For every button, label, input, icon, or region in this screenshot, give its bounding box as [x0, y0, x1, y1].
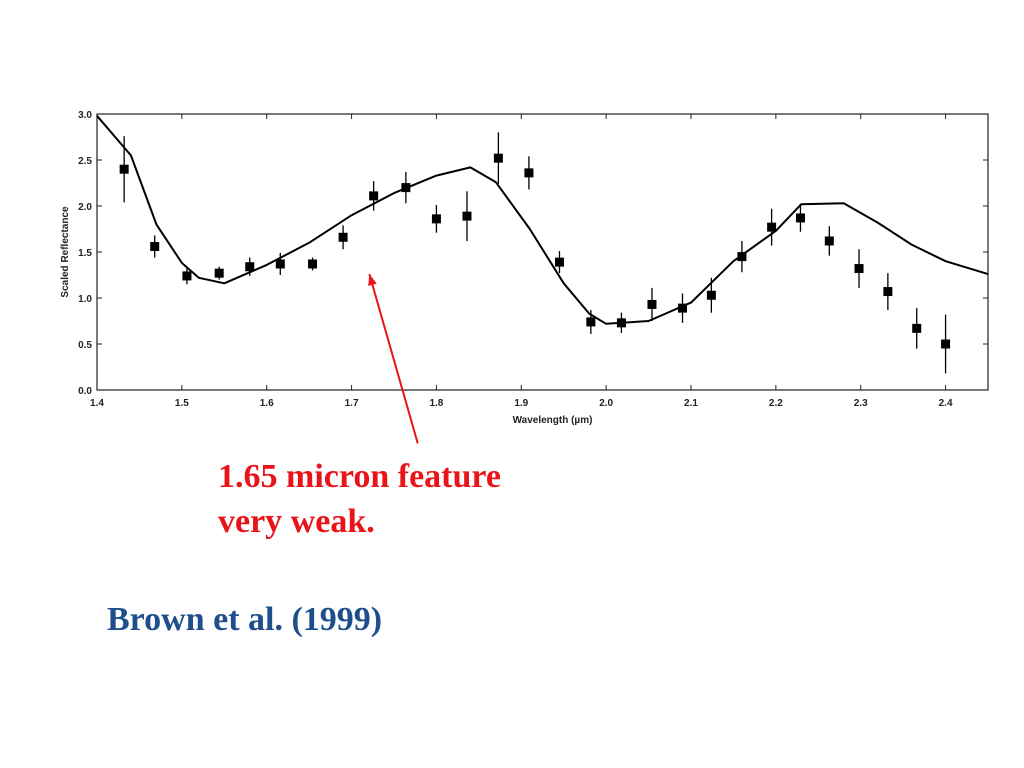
- point-marker: [245, 262, 255, 272]
- data-point: [854, 249, 864, 288]
- data-point: [214, 266, 224, 280]
- point-marker: [883, 287, 893, 297]
- point-marker: [678, 303, 688, 313]
- x-tick-label: 1.5: [175, 398, 189, 409]
- y-tick-label: 1.5: [78, 248, 92, 259]
- point-marker: [119, 164, 129, 174]
- y-tick-label: 1.0: [78, 294, 92, 305]
- point-marker: [431, 214, 441, 224]
- data-point: [431, 205, 441, 233]
- citation: Brown et al. (1999): [107, 601, 383, 638]
- model-line: [96, 115, 989, 325]
- x-tick-label: 1.7: [345, 398, 359, 409]
- x-tick-label: 2.3: [854, 398, 868, 409]
- annotation-arrow-head: [368, 274, 377, 287]
- point-marker: [401, 183, 411, 193]
- data-point: [462, 191, 472, 241]
- y-tick-label: 0.0: [78, 386, 92, 397]
- model-line-layer: [96, 115, 989, 325]
- point-marker: [182, 271, 192, 281]
- point-marker: [737, 252, 747, 262]
- chart-axes: 1.4 1.5 1.6 1.7 1.8 1.9 2.0 2.1 2.2 2.3 2.4 0.0 0.5 1…: [60, 110, 989, 426]
- point-marker: [586, 317, 596, 327]
- x-tick-label: 2.1: [684, 398, 698, 409]
- x-axis-label: Wavelength (µm): [513, 415, 593, 426]
- data-point: [647, 287, 657, 321]
- data-point: [554, 251, 564, 274]
- reflectance-chart: 1.4 1.5 1.6 1.7 1.8 1.9 2.0 2.1 2.2 2.3 2.4 0.0 0.5 1…: [60, 110, 989, 444]
- point-marker: [554, 257, 564, 267]
- point-marker: [647, 299, 657, 309]
- data-point: [941, 314, 951, 374]
- x-tick-label: 1.6: [260, 398, 274, 409]
- data-point: [824, 226, 834, 256]
- annotation-text: 1.65 micron feature very weak.: [218, 454, 578, 544]
- point-marker: [369, 191, 379, 201]
- point-marker: [616, 318, 626, 328]
- point-marker: [854, 264, 864, 274]
- point-marker: [824, 236, 834, 246]
- data-point: [767, 208, 777, 246]
- x-tick-label: 1.4: [90, 398, 104, 409]
- data-point: [338, 225, 348, 250]
- data-point: [706, 277, 716, 313]
- point-marker: [524, 168, 534, 178]
- annotation-line-2: very weak.: [218, 503, 375, 540]
- data-point: [369, 181, 379, 211]
- y-axis-label: Scaled Reflectance: [60, 206, 71, 298]
- data-point: [308, 257, 318, 271]
- data-point: [883, 273, 893, 310]
- x-tick-label: 1.9: [514, 398, 528, 409]
- plot-frame: [96, 113, 989, 391]
- data-point: [737, 240, 747, 273]
- x-tick-label: 2.4: [939, 398, 953, 409]
- point-marker: [493, 153, 503, 163]
- data-point: [245, 257, 255, 276]
- data-point: [795, 204, 805, 232]
- point-marker: [308, 259, 318, 269]
- data-point: [150, 235, 160, 258]
- point-marker: [338, 232, 348, 242]
- point-marker: [275, 259, 285, 269]
- annotation-arrow-shaft: [368, 273, 419, 444]
- data-point: [586, 309, 596, 334]
- y-tick-label: 2.0: [78, 202, 92, 213]
- annotation-line-1: 1.65 micron feature: [218, 458, 501, 495]
- annotation-arrow-layer: [368, 273, 419, 444]
- point-marker: [912, 323, 922, 333]
- x-tick-label: 2.0: [599, 398, 613, 409]
- y-tick-label: 0.5: [78, 340, 92, 351]
- x-tick-label: 2.2: [769, 398, 783, 409]
- point-marker: [767, 222, 777, 232]
- data-point: [119, 136, 129, 203]
- point-marker: [706, 290, 716, 300]
- data-point: [678, 293, 688, 323]
- point-marker: [462, 211, 472, 221]
- data-points-layer: [119, 132, 951, 374]
- y-tick-label: 3.0: [78, 110, 92, 121]
- data-point: [616, 312, 626, 333]
- data-point: [182, 267, 192, 285]
- data-point: [524, 156, 534, 190]
- x-tick-label: 1.8: [429, 398, 443, 409]
- point-marker: [795, 213, 805, 223]
- y-tick-label: 2.5: [78, 156, 92, 167]
- point-marker: [150, 241, 160, 251]
- point-marker: [941, 339, 951, 349]
- data-point: [401, 171, 411, 204]
- point-marker: [214, 268, 224, 278]
- data-point: [493, 132, 503, 184]
- data-point: [275, 252, 285, 275]
- data-point: [912, 308, 922, 349]
